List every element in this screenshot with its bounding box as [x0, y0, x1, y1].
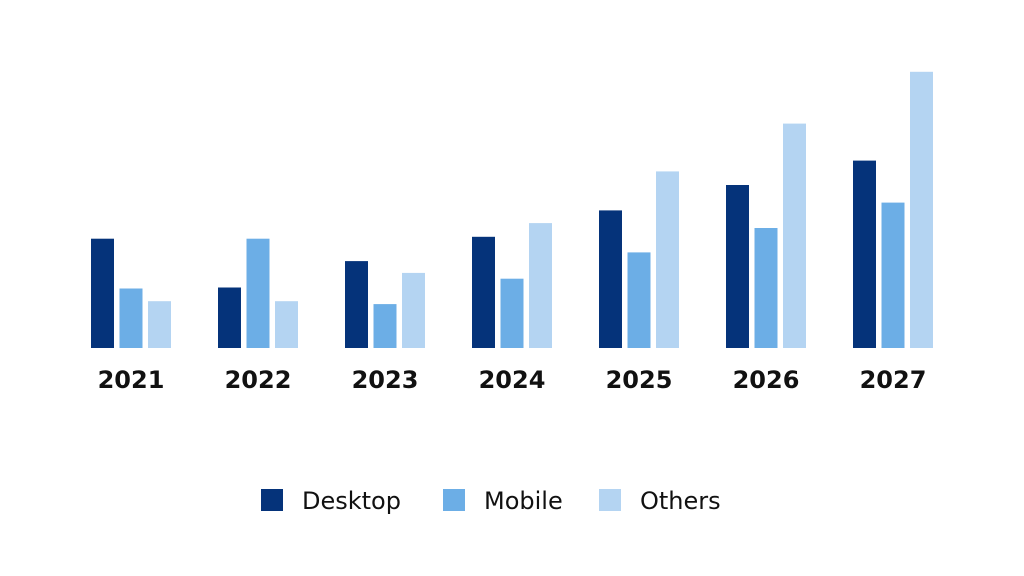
- bar-desktop-2024: [472, 236, 495, 348]
- legend-swatch-others: [599, 489, 621, 511]
- bar-others-2024: [529, 223, 552, 348]
- bar-mobile-2025: [627, 252, 651, 348]
- bar-desktop-2022: [218, 287, 241, 348]
- bars-group: [91, 71, 933, 349]
- bar-others-2025: [656, 171, 679, 348]
- x-tick-label-2026: 2026: [733, 366, 800, 394]
- bar-others-2023: [402, 272, 425, 348]
- bar-desktop-2025: [599, 210, 622, 348]
- legend: Desktop Mobile Others: [261, 487, 721, 515]
- bar-others-2022: [275, 301, 298, 348]
- bar-desktop-2027: [853, 160, 876, 348]
- x-tick-label-2027: 2027: [860, 366, 927, 394]
- bar-mobile-2027: [881, 202, 905, 348]
- x-tick-label-2023: 2023: [352, 366, 419, 394]
- bar-mobile-2026: [754, 228, 778, 348]
- bar-others-2026: [783, 123, 806, 348]
- bar-mobile-2024: [500, 278, 524, 348]
- bar-desktop-2023: [345, 261, 368, 348]
- bar-others-2027: [910, 71, 933, 349]
- bar-others-2021: [148, 301, 171, 348]
- x-tick-label-2022: 2022: [225, 366, 292, 394]
- bar-mobile-2023: [373, 304, 397, 348]
- x-tick-label-2021: 2021: [98, 366, 165, 394]
- bar-mobile-2021: [119, 288, 143, 348]
- bar-desktop-2021: [91, 238, 114, 348]
- x-axis-tick-labels: 2021 2022 2023 2024 2025 2026 2027: [98, 366, 927, 394]
- legend-label-desktop: Desktop: [302, 487, 401, 515]
- legend-swatch-mobile: [443, 489, 465, 511]
- legend-swatch-desktop: [261, 489, 283, 511]
- bar-mobile-2022: [246, 238, 270, 348]
- x-tick-label-2025: 2025: [606, 366, 673, 394]
- legend-label-others: Others: [640, 487, 721, 515]
- x-tick-label-2024: 2024: [479, 366, 546, 394]
- legend-label-mobile: Mobile: [484, 487, 563, 515]
- bar-desktop-2026: [726, 185, 749, 348]
